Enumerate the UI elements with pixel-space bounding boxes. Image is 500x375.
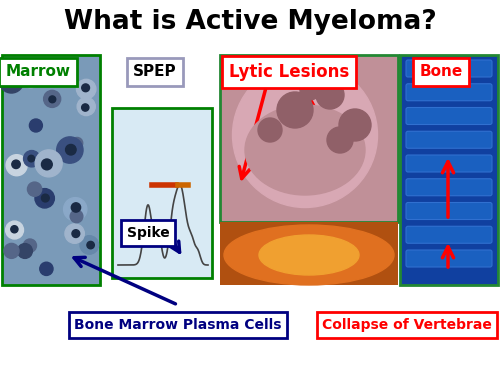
Bar <box>400 55 498 285</box>
Circle shape <box>76 80 96 99</box>
FancyBboxPatch shape <box>406 108 492 124</box>
Circle shape <box>70 210 83 223</box>
Circle shape <box>6 221 24 239</box>
Bar <box>112 108 212 278</box>
Circle shape <box>42 159 52 170</box>
Circle shape <box>339 109 371 141</box>
Circle shape <box>18 244 32 258</box>
FancyBboxPatch shape <box>406 131 492 148</box>
Circle shape <box>24 150 40 167</box>
Circle shape <box>5 75 15 85</box>
Circle shape <box>258 118 282 142</box>
Circle shape <box>4 243 19 258</box>
Circle shape <box>77 98 96 116</box>
Ellipse shape <box>232 63 378 207</box>
Text: Marrow: Marrow <box>6 64 70 80</box>
Circle shape <box>56 137 83 163</box>
Circle shape <box>30 119 43 132</box>
Text: Lytic Lesions: Lytic Lesions <box>229 63 349 81</box>
Circle shape <box>82 84 90 92</box>
Bar <box>220 55 398 222</box>
Circle shape <box>80 236 98 254</box>
Circle shape <box>66 144 76 155</box>
Ellipse shape <box>259 235 359 275</box>
FancyBboxPatch shape <box>406 250 492 267</box>
Circle shape <box>42 194 49 202</box>
Bar <box>2 55 100 285</box>
FancyBboxPatch shape <box>406 155 492 172</box>
Circle shape <box>11 226 18 233</box>
Bar <box>220 222 398 285</box>
Circle shape <box>82 104 89 111</box>
Circle shape <box>28 182 42 196</box>
Text: Bone Marrow Plasma Cells: Bone Marrow Plasma Cells <box>74 318 282 332</box>
Circle shape <box>72 203 80 212</box>
Circle shape <box>49 96 56 103</box>
Ellipse shape <box>245 105 365 195</box>
Circle shape <box>40 262 53 276</box>
Circle shape <box>72 138 83 148</box>
FancyBboxPatch shape <box>406 202 492 219</box>
Circle shape <box>277 92 313 128</box>
Circle shape <box>300 80 320 100</box>
Circle shape <box>327 127 353 153</box>
Circle shape <box>22 70 40 88</box>
Circle shape <box>35 150 62 177</box>
Circle shape <box>87 242 94 249</box>
Circle shape <box>0 69 24 93</box>
Circle shape <box>35 189 54 208</box>
Ellipse shape <box>224 225 394 285</box>
FancyBboxPatch shape <box>406 84 492 101</box>
Text: Spike: Spike <box>126 226 170 240</box>
Text: What is Active Myeloma?: What is Active Myeloma? <box>64 9 436 35</box>
Circle shape <box>12 160 20 168</box>
FancyBboxPatch shape <box>406 60 492 77</box>
Circle shape <box>24 239 36 252</box>
FancyBboxPatch shape <box>406 179 492 196</box>
Circle shape <box>27 76 34 83</box>
Circle shape <box>316 81 344 109</box>
Circle shape <box>65 224 84 243</box>
Text: Collapse of Vertebrae: Collapse of Vertebrae <box>322 318 492 332</box>
Circle shape <box>6 155 27 176</box>
Text: Bone: Bone <box>420 64 463 80</box>
Circle shape <box>44 90 60 107</box>
Circle shape <box>28 155 34 162</box>
Text: SPEP: SPEP <box>133 64 177 80</box>
Circle shape <box>64 198 87 221</box>
Circle shape <box>72 230 80 237</box>
FancyBboxPatch shape <box>406 226 492 243</box>
